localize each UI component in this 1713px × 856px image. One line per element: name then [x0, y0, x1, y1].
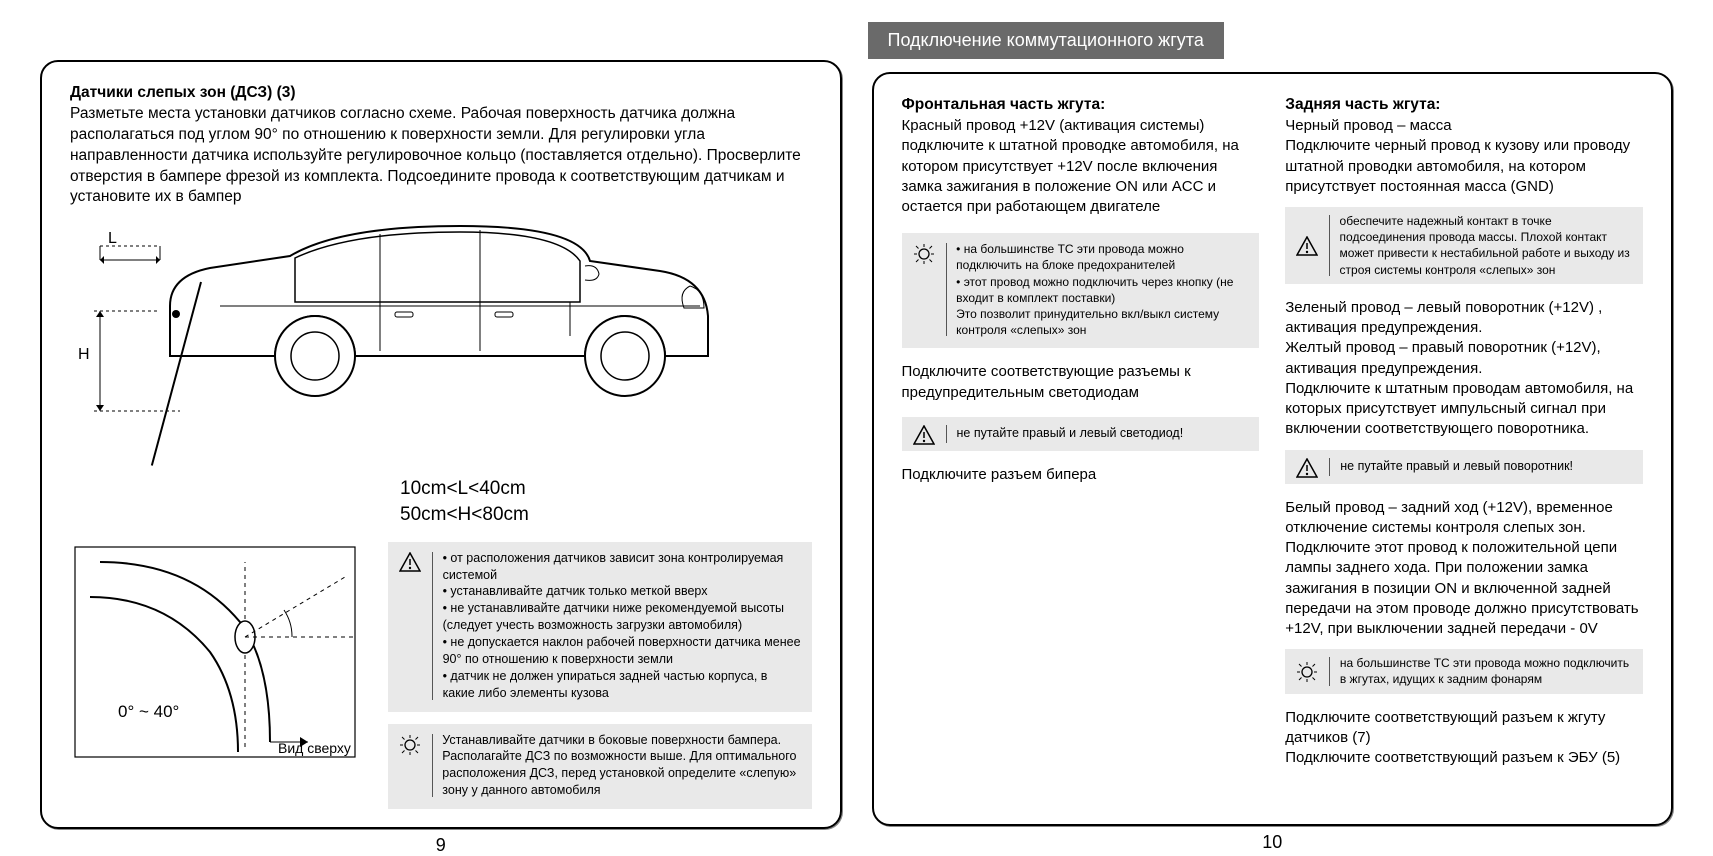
lightbulb-icon	[1295, 659, 1319, 683]
car-outline	[160, 216, 720, 416]
car-diagram: L H	[70, 216, 812, 476]
left-header-spacer	[40, 20, 842, 48]
warning-text: • от расположения датчиков зависит зона …	[443, 550, 802, 702]
rear-harness-column: Задняя часть жгута: Черный провод – масс…	[1285, 96, 1643, 806]
rear-body: Черный провод – масса Подключите черный …	[1285, 116, 1643, 197]
detail-diagram: 0° ~ 40° Вид сверху	[70, 542, 370, 772]
left-panel: Датчики слепых зон (ДСЗ) (3) Разметьте м…	[40, 60, 842, 829]
top-view-label: Вид сверху	[278, 740, 351, 756]
rear-p4: Подключите соответствующий разъем к жгут…	[1285, 708, 1643, 769]
rear-warn2-text: не путайте правый и левый поворотник!	[1340, 458, 1573, 475]
page-left: Датчики слепых зон (ДСЗ) (3) Разметьте м…	[40, 20, 842, 856]
rear-title: Задняя часть жгута:	[1285, 96, 1643, 114]
front-warn-text: не путайте правый и левый светодиод!	[957, 425, 1184, 442]
rear-p2: Зеленый провод – левый поворотник (+12V)…	[1285, 298, 1643, 440]
warning-note-1: • от расположения датчиков зависит зона …	[388, 542, 812, 712]
front-warn-box: не путайте правый и левый светодиод!	[902, 417, 1260, 451]
rear-warn1-text: обеспечите надежный контакт в точке подс…	[1340, 213, 1633, 278]
angle-range: 0° ~ 40°	[118, 702, 179, 722]
front-tip-text: • на большинстве ТС эти провода можно по…	[956, 241, 1249, 338]
warning-icon	[912, 423, 936, 445]
rear-p3: Белый провод – задний ход (+12V), времен…	[1285, 498, 1643, 640]
lightbulb-icon	[912, 241, 936, 265]
tip-text: Устанавливайте датчики в боковые поверхн…	[442, 732, 801, 800]
spec-h: 50cm<H<80cm	[400, 502, 812, 528]
right-header-title: Подключение коммутационного жгута	[868, 22, 1224, 59]
notes-column: • от расположения датчиков зависит зона …	[388, 542, 812, 809]
right-columns: Фронтальная часть жгута: Красный провод …	[902, 96, 1644, 806]
front-p2: Подключите соответствующие разъемы к пре…	[902, 362, 1260, 403]
rear-warn1-box: обеспечите надежный контакт в точке подс…	[1285, 207, 1643, 284]
right-header: Подключение коммутационного жгута	[872, 20, 1674, 60]
lightbulb-icon	[398, 732, 422, 756]
page-right: Подключение коммутационного жгута Фронта…	[872, 20, 1674, 856]
tip-note-1: Устанавливайте датчики в боковые поверхн…	[388, 724, 812, 810]
front-body: Красный провод +12V (активация системы) …	[902, 116, 1260, 217]
left-title: Датчики слепых зон (ДСЗ) (3)	[70, 84, 812, 102]
front-p3: Подключите разъем бипера	[902, 465, 1260, 485]
spec-lines: 10cm<L<40cm 50cm<H<80cm	[400, 476, 812, 527]
right-panel: Фронтальная часть жгута: Красный провод …	[872, 72, 1674, 826]
dim-h-label: H	[78, 346, 90, 364]
front-title: Фронтальная часть жгута:	[902, 96, 1260, 114]
front-tip-box: • на большинстве ТС эти провода можно по…	[902, 233, 1260, 348]
lower-row: 0° ~ 40° Вид сверху • от расположения да…	[70, 542, 812, 809]
left-body: Разметьте места установки датчиков согла…	[70, 104, 812, 209]
warning-icon	[398, 550, 422, 572]
warning-icon	[1295, 234, 1319, 256]
warning-icon	[1295, 456, 1319, 478]
spec-l: 10cm<L<40cm	[400, 476, 812, 502]
page-number-left: 9	[40, 829, 842, 856]
rear-tip-box: на большинстве ТС эти провода можно подк…	[1285, 649, 1643, 693]
rear-tip-text: на большинстве ТС эти провода можно подк…	[1340, 655, 1633, 687]
rear-warn2-box: не путайте правый и левый поворотник!	[1285, 450, 1643, 484]
page-number-right: 10	[872, 826, 1674, 856]
front-harness-column: Фронтальная часть жгута: Красный провод …	[902, 96, 1260, 806]
